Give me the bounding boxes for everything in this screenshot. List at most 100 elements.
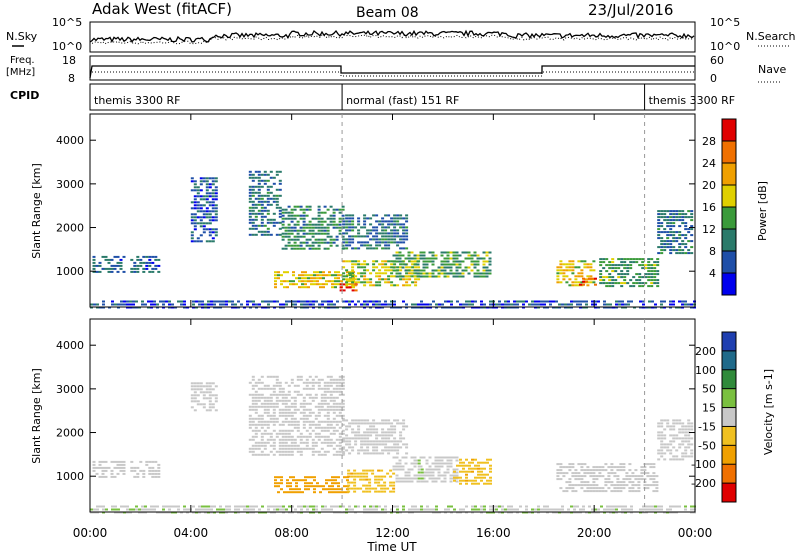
heatmap-cell <box>375 422 379 425</box>
heatmap-cell <box>396 217 400 220</box>
heatmap-cell <box>287 211 291 214</box>
heatmap-cell <box>583 263 587 266</box>
heatmap-cell <box>323 241 327 244</box>
heatmap-cell <box>483 508 486 511</box>
heatmap-cell <box>465 300 468 303</box>
heatmap-cell <box>398 480 402 483</box>
heatmap-cell <box>317 426 321 429</box>
heatmap-cell <box>399 269 403 272</box>
heatmap-cell <box>266 384 270 387</box>
heatmap-cell <box>571 484 575 487</box>
heatmap-cell <box>341 214 345 217</box>
heatmap-cell <box>684 246 688 249</box>
heatmap-cell <box>681 219 685 222</box>
heatmap-cell <box>627 300 630 303</box>
heatmap-cell <box>266 194 270 197</box>
power-colorbar-swatch <box>722 163 736 186</box>
heatmap-cell <box>660 213 664 216</box>
heatmap-cell <box>434 254 438 257</box>
heatmap-cell <box>666 219 670 222</box>
ytick-label: 4000 <box>56 339 84 352</box>
heatmap-cell <box>351 235 355 238</box>
heatmap-cell <box>657 234 661 237</box>
heatmap-cell <box>650 285 654 288</box>
heatmap-cell <box>332 396 336 399</box>
heatmap-cell <box>663 434 667 437</box>
heatmap-cell <box>284 408 288 411</box>
heatmap-cell <box>263 429 267 432</box>
heatmap-cell <box>303 505 306 508</box>
heatmap-cell <box>422 260 426 263</box>
heatmap-cell <box>228 505 231 508</box>
xtick-label: 00:00 <box>678 526 713 540</box>
heatmap-cell <box>419 456 423 459</box>
heatmap-cell <box>204 505 207 508</box>
heatmap-cell <box>260 179 264 182</box>
heatmap-cell <box>568 269 572 272</box>
heatmap-cell <box>360 263 364 266</box>
heatmap-cell <box>338 381 342 384</box>
heatmap-cell <box>330 300 333 303</box>
heatmap-cell <box>248 221 252 224</box>
ytick-label: 4000 <box>56 134 84 147</box>
heatmap-cell <box>190 213 194 216</box>
heatmap-cell <box>559 263 563 266</box>
heatmap-cell <box>267 505 270 508</box>
heatmap-cell <box>360 440 364 443</box>
heatmap-cell <box>341 414 345 417</box>
heatmap-cell <box>311 396 315 399</box>
heatmap-cell <box>211 231 215 234</box>
heatmap-cell <box>414 281 418 284</box>
heatmap-cell <box>440 251 444 254</box>
heatmap-cell <box>480 303 483 306</box>
heatmap-cell <box>443 456 447 459</box>
heatmap-cell <box>351 223 355 226</box>
heatmap-cell <box>663 213 667 216</box>
heatmap-cell <box>660 446 664 449</box>
heatmap-cell <box>275 420 279 423</box>
heatmap-cell <box>629 279 633 282</box>
heatmap-cell <box>246 303 249 306</box>
heatmap-cell <box>462 470 465 473</box>
heatmap-cell <box>595 487 599 490</box>
heatmap-cell <box>305 444 309 447</box>
heatmap-cell <box>269 221 273 224</box>
heatmap-cell <box>678 231 682 234</box>
heatmap-cell <box>444 300 447 303</box>
heatmap-cell <box>286 482 289 485</box>
heatmap-cell <box>429 303 432 306</box>
heatmap-cell <box>356 475 360 478</box>
heatmap-cell <box>126 508 129 511</box>
heatmap-cell <box>375 266 379 269</box>
heatmap-cell <box>298 280 301 283</box>
heatmap-cell <box>289 488 292 491</box>
heatmap-cell <box>208 213 212 216</box>
heatmap-cell <box>266 188 270 191</box>
heatmap-cell <box>105 508 108 511</box>
heatmap-cell <box>95 270 99 273</box>
heatmap-cell <box>369 232 373 235</box>
heatmap-cell <box>214 207 218 210</box>
heatmap-cell <box>311 226 315 229</box>
heatmap-cell <box>329 438 333 441</box>
heatmap-cell <box>323 393 327 396</box>
heatmap-cell <box>354 303 357 306</box>
power-colorbar-swatch <box>722 229 736 252</box>
heatmap-cell <box>666 216 670 219</box>
heatmap-cell <box>428 477 432 480</box>
heatmap-cell <box>135 508 138 511</box>
heatmap-cell <box>366 269 370 272</box>
power-colorbar-tick-label: 20 <box>702 179 716 192</box>
xtick-label: 20:00 <box>577 526 612 540</box>
heatmap-cell <box>335 387 339 390</box>
heatmap-cell <box>375 244 379 247</box>
heatmap-cell <box>322 271 325 274</box>
heatmap-cell <box>577 275 581 278</box>
heatmap-cell <box>404 474 408 477</box>
heatmap-cell <box>205 210 209 213</box>
heatmap-cell <box>199 382 203 385</box>
heatmap-cell <box>437 462 441 465</box>
heatmap-cell <box>272 197 276 200</box>
heatmap-cell <box>208 394 212 397</box>
heatmap-cell <box>356 472 360 475</box>
